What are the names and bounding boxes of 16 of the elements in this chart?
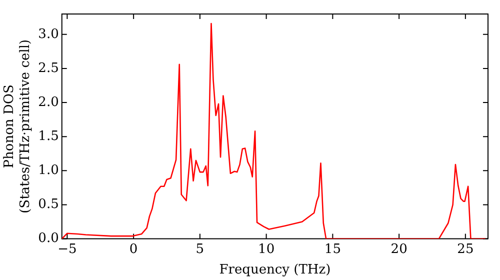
y-tick-label: 0.0	[38, 231, 59, 246]
x-axis-title: Frequency (THz)	[219, 262, 331, 278]
y-tick-label: 1.5	[38, 128, 59, 144]
x-tick-label: 10	[258, 242, 275, 257]
x-tick-label: 20	[390, 242, 408, 257]
x-tick-label: 0	[129, 242, 138, 257]
x-tick-label: 25	[457, 242, 474, 257]
x-tick-label: 15	[324, 242, 341, 257]
y-tick-label: 3.0	[38, 26, 59, 42]
y-axis-title: Phonon DOS (States/THz·primitive cell)	[2, 39, 33, 214]
y-tick-label: 2.5	[38, 60, 59, 76]
y-tick-label: 1.0	[38, 163, 59, 178]
y-tick-label: 2.0	[38, 94, 59, 110]
x-tick-label: 5	[196, 242, 204, 257]
y-tick-label: 0.5	[38, 197, 59, 212]
x-tick-label: −5	[58, 242, 77, 257]
